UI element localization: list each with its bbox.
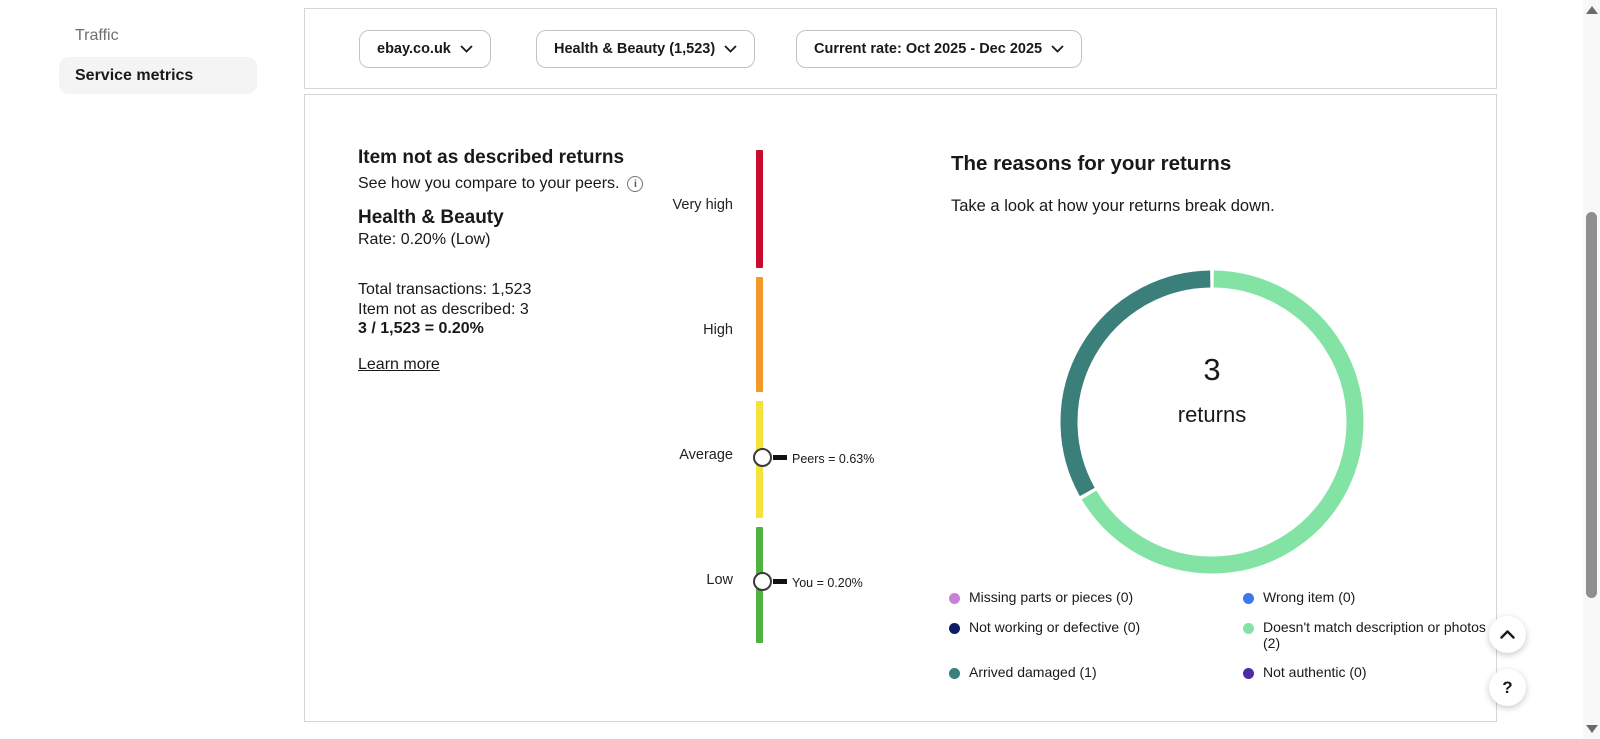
marketplace-dropdown-label: ebay.co.uk — [377, 41, 451, 57]
scroll-to-top-button[interactable] — [1489, 616, 1526, 653]
metric-rate-line: Rate: 0.20% (Low) — [358, 231, 491, 248]
legend-dot — [949, 623, 960, 634]
you-marker-label: You = 0.20% — [792, 576, 863, 590]
legend-label: Arrived damaged (1) — [969, 664, 1097, 680]
chevron-down-icon — [460, 45, 473, 53]
peers-marker-dash — [773, 455, 787, 460]
metric-subtitle-row: See how you compare to your peers. i — [358, 175, 644, 193]
legend-label: Not working or defective (0) — [969, 619, 1141, 635]
legend-dot — [1243, 668, 1254, 679]
metric-title: Item not as described returns — [358, 147, 625, 168]
period-dropdown-label: Current rate: Oct 2025 - Dec 2025 — [814, 41, 1043, 57]
sidebar-item-label: Sales — [75, 0, 115, 4]
period-dropdown[interactable]: Current rate: Oct 2025 - Dec 2025 — [796, 30, 1083, 68]
metric-category: Health & Beauty — [358, 207, 504, 228]
legend-dot — [1243, 593, 1254, 604]
returns-donut-chart — [1060, 270, 1364, 574]
rate-calculation-line: 3 / 1,523 = 0.20% — [358, 320, 484, 337]
legend-label: Doesn't match description or photos (2) — [1263, 619, 1486, 651]
legend-item-not-working: Not working or defective (0) — [949, 619, 1141, 636]
total-transactions-line: Total transactions: 1,523 — [358, 281, 532, 298]
you-marker-dash — [773, 579, 787, 584]
reasons-subtitle: Take a look at how your returns break do… — [951, 197, 1275, 215]
gauge-label-low: Low — [706, 572, 733, 588]
legend-dot — [949, 593, 960, 604]
legend-item-arrived-damaged: Arrived damaged (1) — [949, 664, 1097, 681]
donut-center-value: 3 — [1203, 352, 1221, 387]
you-marker — [753, 572, 772, 591]
gauge-zone-very-high — [756, 150, 763, 268]
service-metrics-card — [304, 94, 1497, 722]
question-mark-icon: ? — [1502, 677, 1513, 697]
legend-dot — [949, 668, 960, 679]
legend-item-not-authentic: Not authentic (0) — [1243, 664, 1367, 681]
metric-subtitle: See how you compare to your peers. — [358, 175, 620, 192]
marketplace-dropdown[interactable]: ebay.co.uk — [359, 30, 491, 68]
sidebar-item-sales[interactable]: Sales — [75, 0, 115, 5]
category-dropdown[interactable]: Health & Beauty (1,523) — [536, 30, 756, 68]
legend-label: Missing parts or pieces (0) — [969, 589, 1134, 605]
legend-dot — [1243, 623, 1254, 634]
gauge-label-very-high: Very high — [672, 197, 733, 213]
chevron-down-icon — [1051, 45, 1064, 53]
chevron-down-icon — [724, 45, 737, 53]
legend-item-missing-parts: Missing parts or pieces (0) — [949, 589, 1134, 606]
sidebar-item-label: Traffic — [75, 27, 119, 44]
sidebar-item-traffic[interactable]: Traffic — [75, 27, 119, 45]
sidebar-item-service-metrics[interactable]: Service metrics — [59, 57, 257, 94]
gauge-label-average: Average — [679, 447, 733, 463]
gauge-label-high: High — [703, 322, 733, 338]
not-as-described-line: Item not as described: 3 — [358, 301, 529, 318]
scrollbar-down-arrow[interactable] — [1585, 725, 1598, 733]
peers-marker-label: Peers = 0.63% — [792, 452, 875, 466]
legend-item-doesnt-match: Doesn't match description or photos (2) — [1243, 619, 1491, 651]
scrollbar-up-arrow[interactable] — [1585, 6, 1598, 14]
peers-marker — [753, 448, 772, 467]
chevron-up-icon — [1500, 630, 1515, 639]
legend-label: Wrong item (0) — [1263, 589, 1356, 605]
reasons-title: The reasons for your returns — [951, 152, 1232, 175]
category-dropdown-label: Health & Beauty (1,523) — [554, 41, 716, 57]
gauge-zone-high — [756, 277, 763, 392]
learn-more-link[interactable]: Learn more — [358, 356, 440, 373]
legend-label: Not authentic (0) — [1263, 664, 1367, 680]
info-icon[interactable]: i — [627, 176, 644, 192]
sidebar-item-label: Service metrics — [75, 66, 194, 84]
filter-bar: ebay.co.uk Health & Beauty (1,523) Curre… — [304, 8, 1497, 89]
help-button[interactable]: ? — [1489, 669, 1526, 706]
legend-item-wrong-item: Wrong item (0) — [1243, 589, 1356, 606]
donut-center-label: returns — [1177, 402, 1247, 427]
scrollbar-thumb[interactable] — [1586, 212, 1597, 598]
